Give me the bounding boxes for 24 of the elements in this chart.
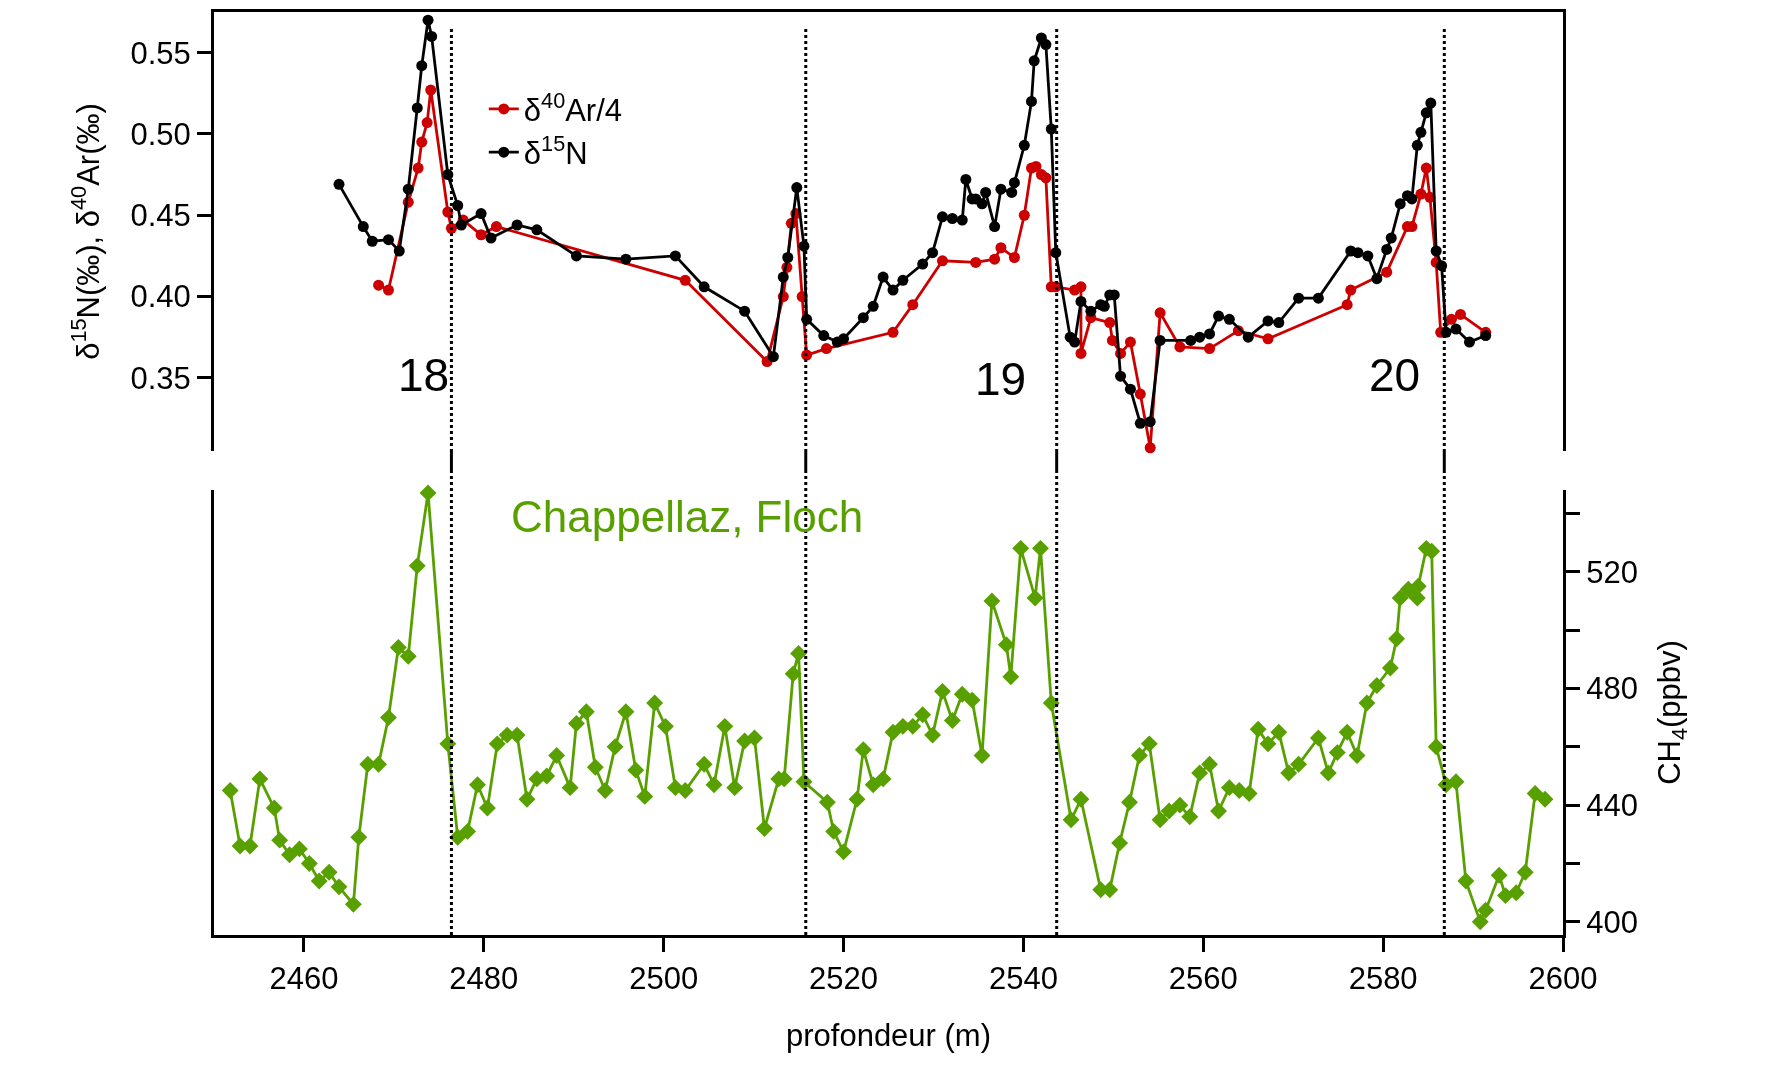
x-tick-label: 2540 bbox=[988, 961, 1058, 997]
legend-label: δ$^{40}$Ar/4 bbox=[523, 87, 623, 128]
y-tick-label: 0.40 bbox=[130, 279, 191, 315]
x-tick-label: 2560 bbox=[1168, 961, 1238, 997]
legend-label: δ$^{15}$N bbox=[523, 131, 588, 172]
x-tick-label: 2600 bbox=[1528, 961, 1598, 997]
y2-tick-label: 400 bbox=[1586, 904, 1638, 940]
y-tick-label: 0.45 bbox=[130, 198, 191, 234]
x-tick-label: 2460 bbox=[269, 961, 339, 997]
annotation: 20 bbox=[1369, 349, 1421, 401]
x-tick-label: 2500 bbox=[629, 961, 699, 997]
series-label: Chappellaz, Floch bbox=[511, 492, 864, 541]
x-tick-label: 2480 bbox=[449, 961, 519, 997]
y-tick-label: 0.35 bbox=[130, 360, 191, 396]
y2-tick-label: 520 bbox=[1586, 554, 1638, 590]
y2-tick-label: 440 bbox=[1586, 788, 1638, 823]
y-tick-label: 0.50 bbox=[130, 116, 191, 152]
x-tick-label: 2580 bbox=[1348, 961, 1418, 997]
annotation: 19 bbox=[975, 353, 1027, 405]
x-tick-label: 2520 bbox=[809, 961, 879, 997]
y-tick-label: 0.55 bbox=[130, 35, 191, 71]
y2-tick-label: 480 bbox=[1586, 671, 1638, 707]
x-axis-title: profondeur (m) bbox=[785, 1018, 992, 1054]
annotation: 18 bbox=[398, 349, 450, 401]
